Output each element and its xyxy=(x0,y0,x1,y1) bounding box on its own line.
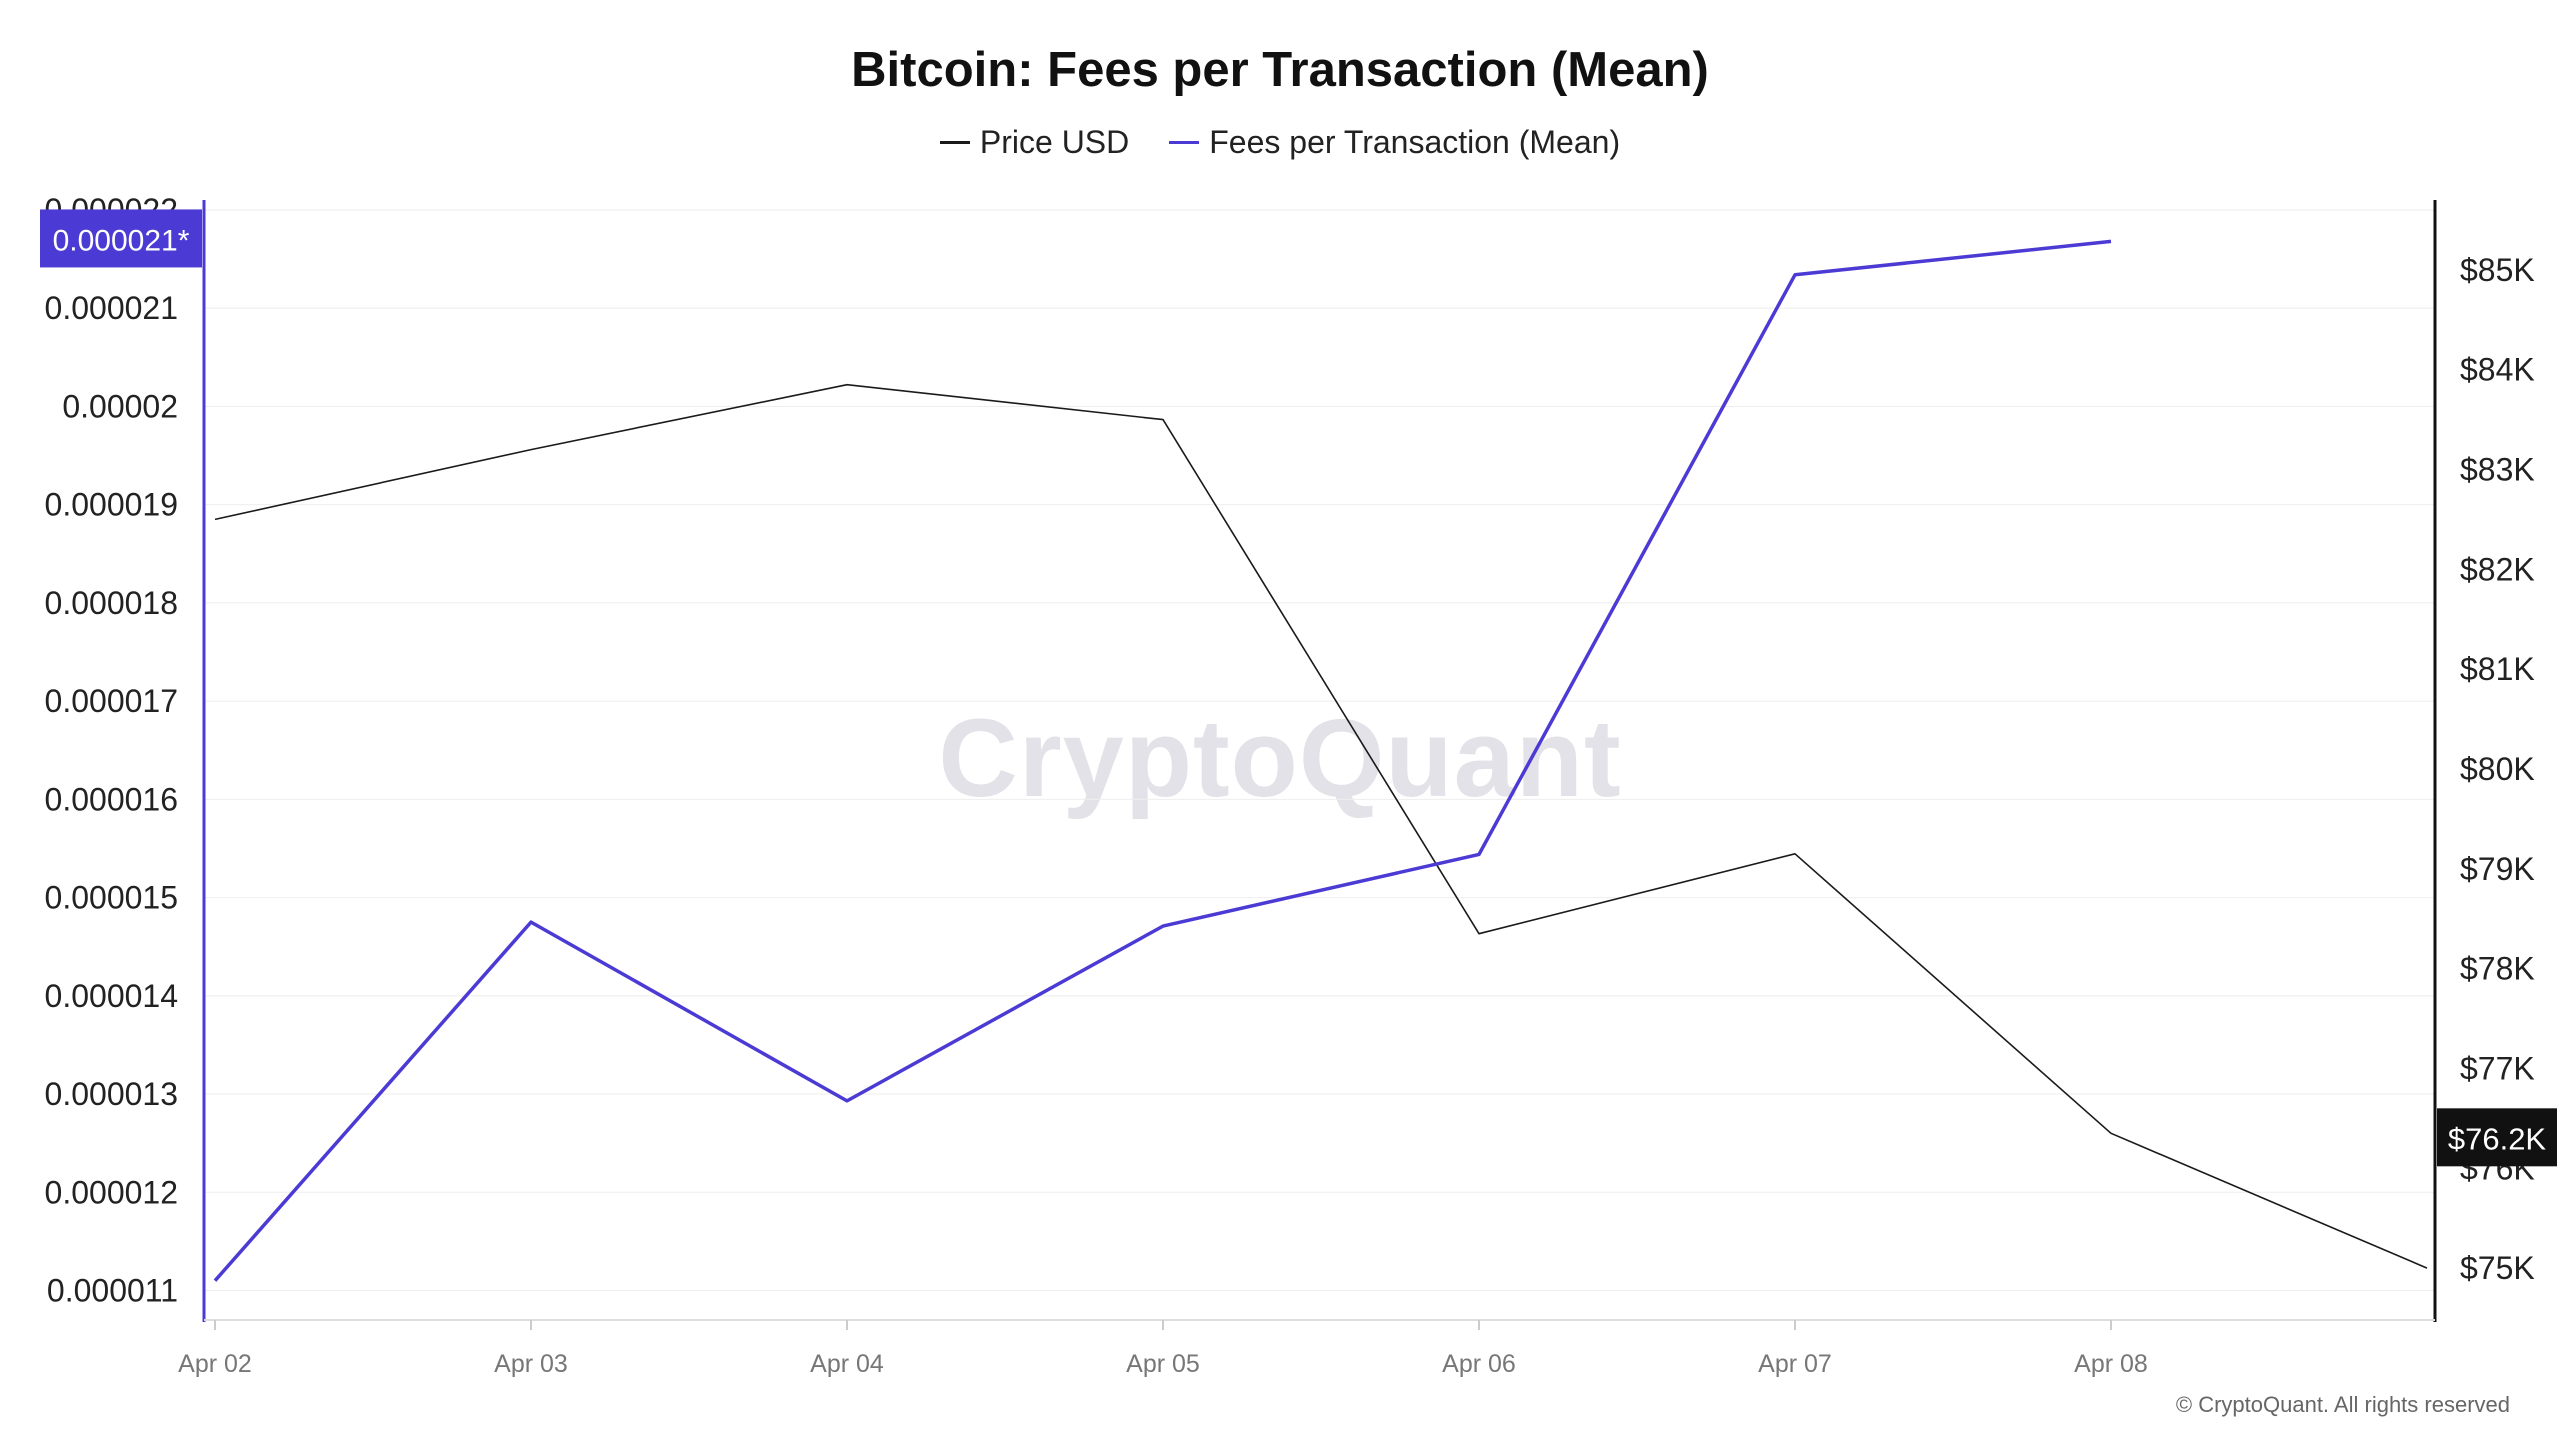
y-left-tick-label: 0.000012 xyxy=(45,1174,178,1210)
y-right-tick-label: $75K xyxy=(2460,1250,2535,1286)
y-left-tick-label: 0.000011 xyxy=(47,1272,178,1308)
legend-swatch-fees xyxy=(1169,141,1200,144)
left-current-value-badge xyxy=(40,209,202,268)
legend-label-fees: Fees per Transaction (Mean) xyxy=(1209,124,1621,160)
chart-title: Bitcoin: Fees per Transaction (Mean) xyxy=(851,43,1709,97)
right-current-value-label: $76.2K xyxy=(2448,1121,2547,1156)
y-left-tick-label: 0.000017 xyxy=(45,683,178,719)
left-current-value-label: 0.000021* xyxy=(53,224,190,257)
x-tick-label: Apr 08 xyxy=(2074,1350,2148,1378)
y-right-tick-label: $78K xyxy=(2460,951,2535,987)
fees-series-line[interactable] xyxy=(213,239,2112,1282)
legend-item-fees[interactable]: Fees per Transaction (Mean) xyxy=(1169,124,1620,161)
y-left-tick-label: 0.000021 xyxy=(45,290,178,326)
price-series-line[interactable] xyxy=(214,383,2428,1269)
x-tick-label: Apr 07 xyxy=(1758,1350,1832,1378)
legend-item-price[interactable]: Price USD xyxy=(939,124,1130,161)
y-left-tick-label: 0.000018 xyxy=(45,585,178,621)
x-tick-label: Apr 02 xyxy=(178,1350,252,1378)
y-left-tick-label: 0.000016 xyxy=(45,781,178,817)
y-right-tick-label: $82K xyxy=(2460,551,2535,587)
y-right-tick-label: $80K xyxy=(2460,751,2535,787)
legend-swatch-price xyxy=(939,141,970,144)
y-left-tick-label: 0.000014 xyxy=(45,978,178,1014)
x-tick-label: Apr 04 xyxy=(810,1350,884,1378)
x-tick-label: Apr 05 xyxy=(1126,1350,1200,1378)
y-right-tick-label: $83K xyxy=(2460,452,2535,488)
y-left-tick-label: 0.00002 xyxy=(62,388,178,424)
y-right-tick-label: $77K xyxy=(2460,1050,2535,1086)
legend-label-price: Price USD xyxy=(979,124,1130,160)
y-left-tick-label: 0.000019 xyxy=(45,487,178,523)
y-left-tick-label: 0.000013 xyxy=(45,1076,178,1112)
right-current-value-badge xyxy=(2437,1108,2557,1167)
y-right-tick-label: $84K xyxy=(2460,352,2535,388)
x-tick-label: Apr 06 xyxy=(1442,1350,1516,1378)
legend: Price USD Fees per Transaction (Mean) xyxy=(0,124,2560,161)
y-left-tick-label: 0.000015 xyxy=(45,880,178,916)
copyright-text: © CryptoQuant. All rights reserved xyxy=(2175,1392,2510,1417)
y-right-tick-label: $85K xyxy=(2460,252,2535,288)
y-right-tick-label: $81K xyxy=(2460,651,2535,687)
x-tick-label: Apr 03 xyxy=(494,1350,568,1378)
y-right-tick-label: $79K xyxy=(2460,851,2535,887)
